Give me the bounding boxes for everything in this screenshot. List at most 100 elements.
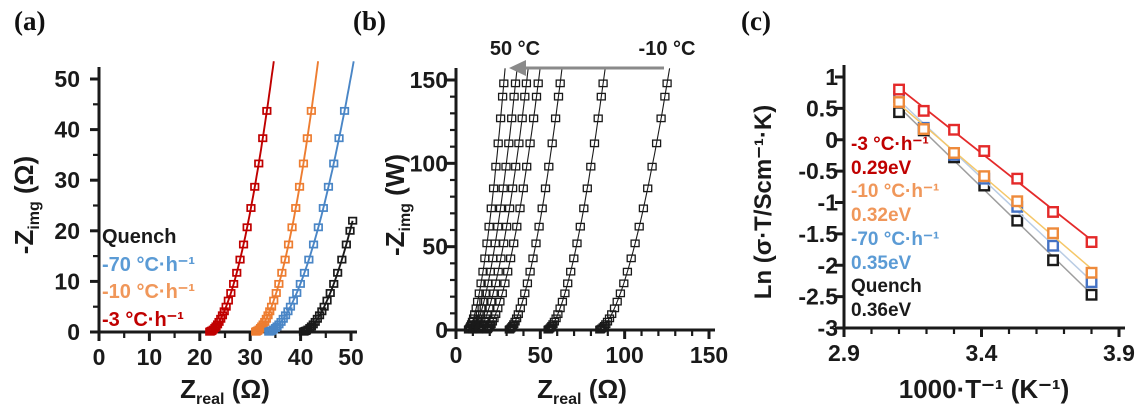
y-tick-label: 100 [410, 150, 448, 176]
marker [322, 296, 332, 305]
marker [299, 268, 310, 277]
y-tick-label: 10 [54, 268, 80, 294]
marker [514, 139, 524, 148]
marker [534, 222, 544, 231]
x-axis-title: Zreal (Ω) [180, 374, 270, 408]
marker [504, 139, 514, 148]
y-tick-label: 150 [410, 67, 448, 93]
marker [493, 222, 503, 231]
y-tick-label: 20 [54, 218, 80, 244]
series-6--10C [595, 68, 672, 334]
legend-item: 0.35eV [851, 252, 912, 274]
marker [1085, 276, 1098, 289]
y-tick-label: 30 [54, 167, 80, 193]
marker [647, 162, 657, 171]
marker [531, 92, 542, 101]
y-tick-label: -2.5 [798, 284, 838, 310]
series-2--10Ch [893, 96, 1098, 279]
marker [329, 279, 339, 288]
x-tick-label: 3.4 [966, 340, 998, 366]
marker [638, 204, 649, 213]
marker [917, 104, 930, 117]
marker [548, 320, 558, 329]
temperature-annotation: 50 °C -10 °C [490, 38, 695, 76]
marker [499, 239, 509, 248]
marker [579, 204, 589, 213]
marker [525, 139, 535, 148]
marker [553, 92, 564, 101]
chart-a: 0 10 20 30 40 50 0 10 20 30 40 50 Zreal (Ω) -Zimg (Ω) [9, 61, 364, 408]
series-3-Quench [298, 216, 358, 336]
marker [250, 182, 260, 191]
marker [498, 184, 508, 193]
marker [495, 297, 505, 306]
marker [219, 307, 229, 316]
marker [486, 204, 496, 213]
marker [1047, 205, 1060, 218]
marker [626, 254, 636, 263]
marker [651, 139, 662, 148]
x-tick-label: 40 [288, 344, 314, 370]
marker [474, 289, 484, 298]
temp-arrow-head [509, 60, 526, 76]
marker [497, 92, 508, 101]
marker [622, 267, 633, 276]
legend-item: -3 °C·h⁻¹ [851, 134, 929, 155]
marker [323, 182, 334, 191]
marker [495, 204, 506, 213]
marker [226, 289, 236, 297]
y-axis-title: Ln (σ·T/Scm⁻¹·K) [750, 105, 777, 299]
marker [269, 296, 279, 305]
marker [490, 279, 501, 288]
marker [262, 106, 272, 115]
y-tick-label: 0 [67, 319, 80, 345]
ticks [835, 75, 1121, 337]
x-tick-label: 3.9 [1103, 340, 1135, 366]
marker [476, 279, 486, 288]
fit-line [599, 68, 671, 331]
marker [318, 204, 328, 212]
marker [560, 289, 570, 298]
marker [325, 289, 335, 297]
marker [612, 297, 622, 306]
marker [292, 289, 302, 297]
marker [484, 222, 494, 231]
marker [575, 222, 585, 231]
marker [596, 92, 606, 101]
marker [528, 114, 539, 123]
marker [1047, 239, 1060, 252]
marker [503, 267, 513, 276]
marker [291, 204, 301, 212]
marker [317, 307, 327, 316]
marker [232, 268, 242, 277]
marker [948, 123, 960, 136]
panel-label-b: (b) [353, 6, 386, 36]
marker [1085, 288, 1098, 301]
ticks [447, 78, 711, 339]
marker [238, 240, 249, 249]
marker [517, 114, 527, 123]
series-0-50C [463, 68, 509, 334]
marker [521, 79, 532, 88]
series-5-0C [543, 68, 608, 334]
legend-item: 0.32eV [851, 205, 912, 227]
legend-item: Quench [851, 276, 922, 298]
x-tick-label: 0 [450, 342, 463, 368]
marker [510, 79, 521, 88]
marker [547, 321, 557, 330]
marker [566, 267, 576, 276]
marker [586, 162, 596, 171]
marker [482, 310, 492, 319]
marker [634, 222, 644, 231]
marker [229, 279, 239, 288]
marker [978, 170, 991, 183]
marker [520, 92, 530, 101]
y-tick-label: 40 [54, 117, 80, 143]
series-2--70Ch [264, 61, 355, 336]
series-3--3Ch [893, 83, 1098, 249]
fit-line [304, 220, 354, 333]
marker [551, 314, 561, 323]
legend-item: -10 °C·h⁻¹ [851, 181, 940, 203]
series-1-40C [468, 68, 521, 334]
marker [496, 254, 506, 263]
